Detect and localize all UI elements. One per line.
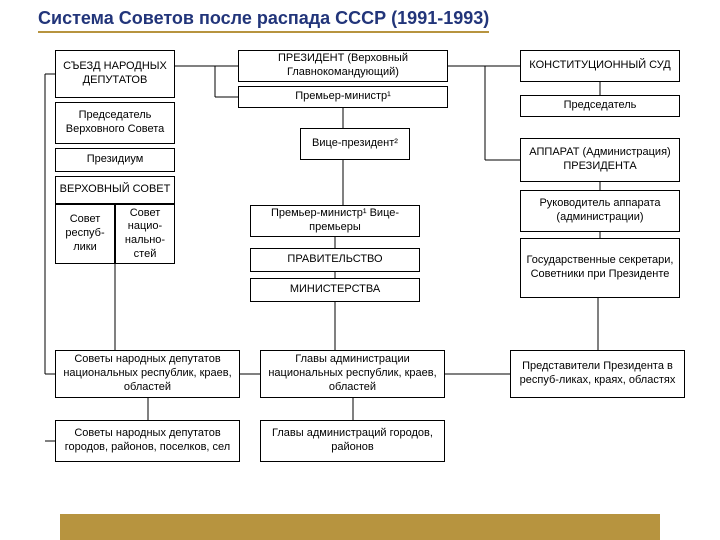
node-label: Государственные секретари, Советники при… [524,254,676,282]
node-label: КОНСТИТУЦИОННЫЙ СУД [529,59,670,73]
node-b18: Главы администрации национальных республ… [260,350,445,398]
footer-bar [60,514,660,540]
node-label: МИНИСТЕРСТВА [290,283,380,297]
node-label: Советы народных депутатов городов, район… [59,427,236,455]
node-label: Главы администрации национальных республ… [264,353,441,394]
node-label: Совет нацио-нально-стей [119,207,171,262]
node-b19: Главы администраций городов, районов [260,420,445,462]
node-b17: Советы народных депутатов городов, район… [55,420,240,462]
node-label: СЪЕЗД НАРОДНЫХ ДЕПУТАТОВ [59,60,171,88]
node-label: ВЕРХОВНЫЙ СОВЕТ [60,183,171,197]
node-b7: Вице-президент² [300,128,410,160]
node-b9: ПРАВИТЕЛЬСТВО [250,248,420,272]
page-title: Система Советов после распада СССР (1991… [38,8,489,33]
node-label: ПРАВИТЕЛЬСТВО [287,253,382,267]
node-label: Премьер-министр¹ [295,90,391,104]
node-b4b: Совет нацио-нально-стей [115,204,175,264]
node-b6: Премьер-министр¹ [238,86,448,108]
node-b5: ПРЕЗИДЕНТ (Верховный Главнокомандующий) [238,50,448,82]
node-label: Председатель Верховного Совета [59,109,171,137]
node-b1: СЪЕЗД НАРОДНЫХ ДЕПУТАТОВ [55,50,175,98]
node-b11: КОНСТИТУЦИОННЫЙ СУД [520,50,680,82]
node-b16: Советы народных депутатов национальных р… [55,350,240,398]
node-label: Председатель [564,99,637,113]
node-b4a: Совет респуб-лики [55,204,115,264]
node-b4: ВЕРХОВНЫЙ СОВЕТ [55,176,175,204]
node-label: Представители Президента в респуб-ликах,… [514,360,681,388]
node-label: АППАРАТ (Администрация) ПРЕЗИДЕНТА [524,146,676,174]
node-label: Президиум [87,153,144,167]
node-label: Руководитель аппарата (администрации) [524,197,676,225]
node-b14: Руководитель аппарата (администрации) [520,190,680,232]
node-label: ПРЕЗИДЕНТ (Верховный Главнокомандующий) [242,52,444,80]
node-b13: АППАРАТ (Администрация) ПРЕЗИДЕНТА [520,138,680,182]
node-label: Советы народных депутатов национальных р… [59,353,236,394]
node-b3: Президиум [55,148,175,172]
node-b10: МИНИСТЕРСТВА [250,278,420,302]
node-b2: Председатель Верховного Совета [55,102,175,144]
node-b20: Представители Президента в респуб-ликах,… [510,350,685,398]
node-b15: Государственные секретари, Советники при… [520,238,680,298]
node-label: Совет респуб-лики [59,213,111,254]
title-text: Система Советов после распада СССР (1991… [38,8,489,28]
node-b8: Премьер-министр¹ Вице-премьеры [250,205,420,237]
node-label: Премьер-министр¹ Вице-премьеры [254,207,416,235]
node-label: Вице-президент² [312,137,398,151]
node-label: Главы администраций городов, районов [264,427,441,455]
node-b12: Председатель [520,95,680,117]
